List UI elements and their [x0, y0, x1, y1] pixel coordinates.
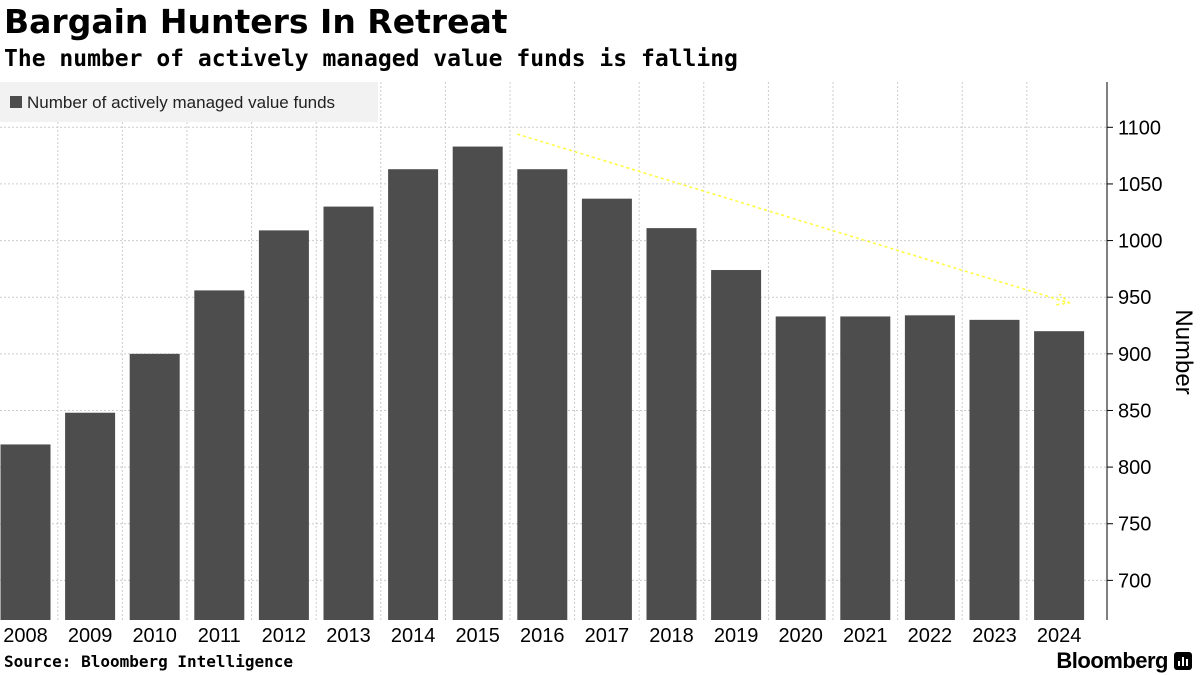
legend-swatch: [10, 96, 22, 108]
trend-arrow-line: [517, 133, 1070, 304]
x-tick-label: 2020: [778, 625, 823, 647]
bar-2022: [904, 315, 955, 620]
x-tick-label: 2023: [972, 625, 1017, 647]
x-tick-label: 2015: [455, 625, 500, 647]
legend-label: Number of actively managed value funds: [27, 93, 335, 112]
bar-2009: [65, 412, 116, 620]
bar-2024: [1034, 331, 1085, 620]
bar-2017: [581, 198, 632, 620]
x-tick-label: 2011: [198, 625, 241, 647]
bar-2019: [711, 270, 762, 620]
chart-subtitle: The number of actively managed value fun…: [4, 46, 738, 72]
x-tick-label: 2014: [391, 625, 436, 647]
x-tick-label: 2008: [3, 625, 48, 647]
bar-2010: [129, 353, 180, 620]
brand-name: Bloomberg: [1056, 648, 1168, 673]
y-tick-label: 850: [1118, 400, 1151, 422]
bar-2011: [194, 290, 245, 620]
bar-2016: [517, 169, 568, 620]
bar-2012: [258, 230, 309, 620]
brand-logo: Bloomberg: [1056, 648, 1192, 674]
x-tick-label: 2017: [585, 625, 630, 647]
y-tick-label: 700: [1118, 570, 1151, 592]
bar-2013: [323, 206, 374, 620]
x-tick-label: 2016: [520, 625, 565, 647]
trend-arrow: [517, 133, 1071, 306]
y-tick-label: 1000: [1118, 231, 1163, 253]
x-tick-label: 2022: [908, 625, 953, 647]
bar-2020: [775, 316, 826, 620]
bar-2023: [969, 319, 1020, 620]
x-tick-label: 2010: [132, 625, 177, 647]
bar-2021: [840, 316, 891, 620]
y-tick-label: 750: [1118, 514, 1151, 536]
y-tick-label: 800: [1118, 457, 1151, 479]
bar-2018: [646, 228, 697, 620]
x-tick-label: 2024: [1037, 625, 1082, 647]
x-tick-label: 2013: [326, 625, 371, 647]
y-tick-label: 1100: [1118, 117, 1161, 139]
x-tick-label: 2009: [68, 625, 113, 647]
y-tick-label: 1050: [1118, 174, 1163, 196]
legend: Number of actively managed value funds: [0, 82, 378, 122]
x-tick-label: 2018: [649, 625, 694, 647]
y-tick-label: 950: [1118, 287, 1151, 309]
y-tick-label: 900: [1118, 344, 1151, 366]
x-tick-label: 2019: [714, 625, 759, 647]
bar-series: [0, 146, 1085, 620]
trend-arrow-head: [1056, 293, 1071, 306]
legend-background: [0, 82, 378, 122]
bar-2014: [388, 169, 439, 620]
bar-2008: [0, 444, 51, 620]
x-tick-label: 2021: [843, 625, 888, 647]
y-axis: 700 750 800 850 900 950 1000 1050 1100: [1106, 82, 1163, 620]
source-note: Source: Bloomberg Intelligence: [4, 652, 293, 671]
y-axis-label: Number: [1170, 309, 1197, 394]
x-tick-labels: 2008 2009 2010 2011 2012 2013 2014 2015 2016 2017…: [3, 625, 1081, 647]
x-tick-label: 2012: [262, 625, 307, 647]
bar-2015: [452, 146, 503, 620]
brand-chart-icon: [1174, 652, 1192, 670]
chart-title: Bargain Hunters In Retreat: [4, 2, 508, 41]
